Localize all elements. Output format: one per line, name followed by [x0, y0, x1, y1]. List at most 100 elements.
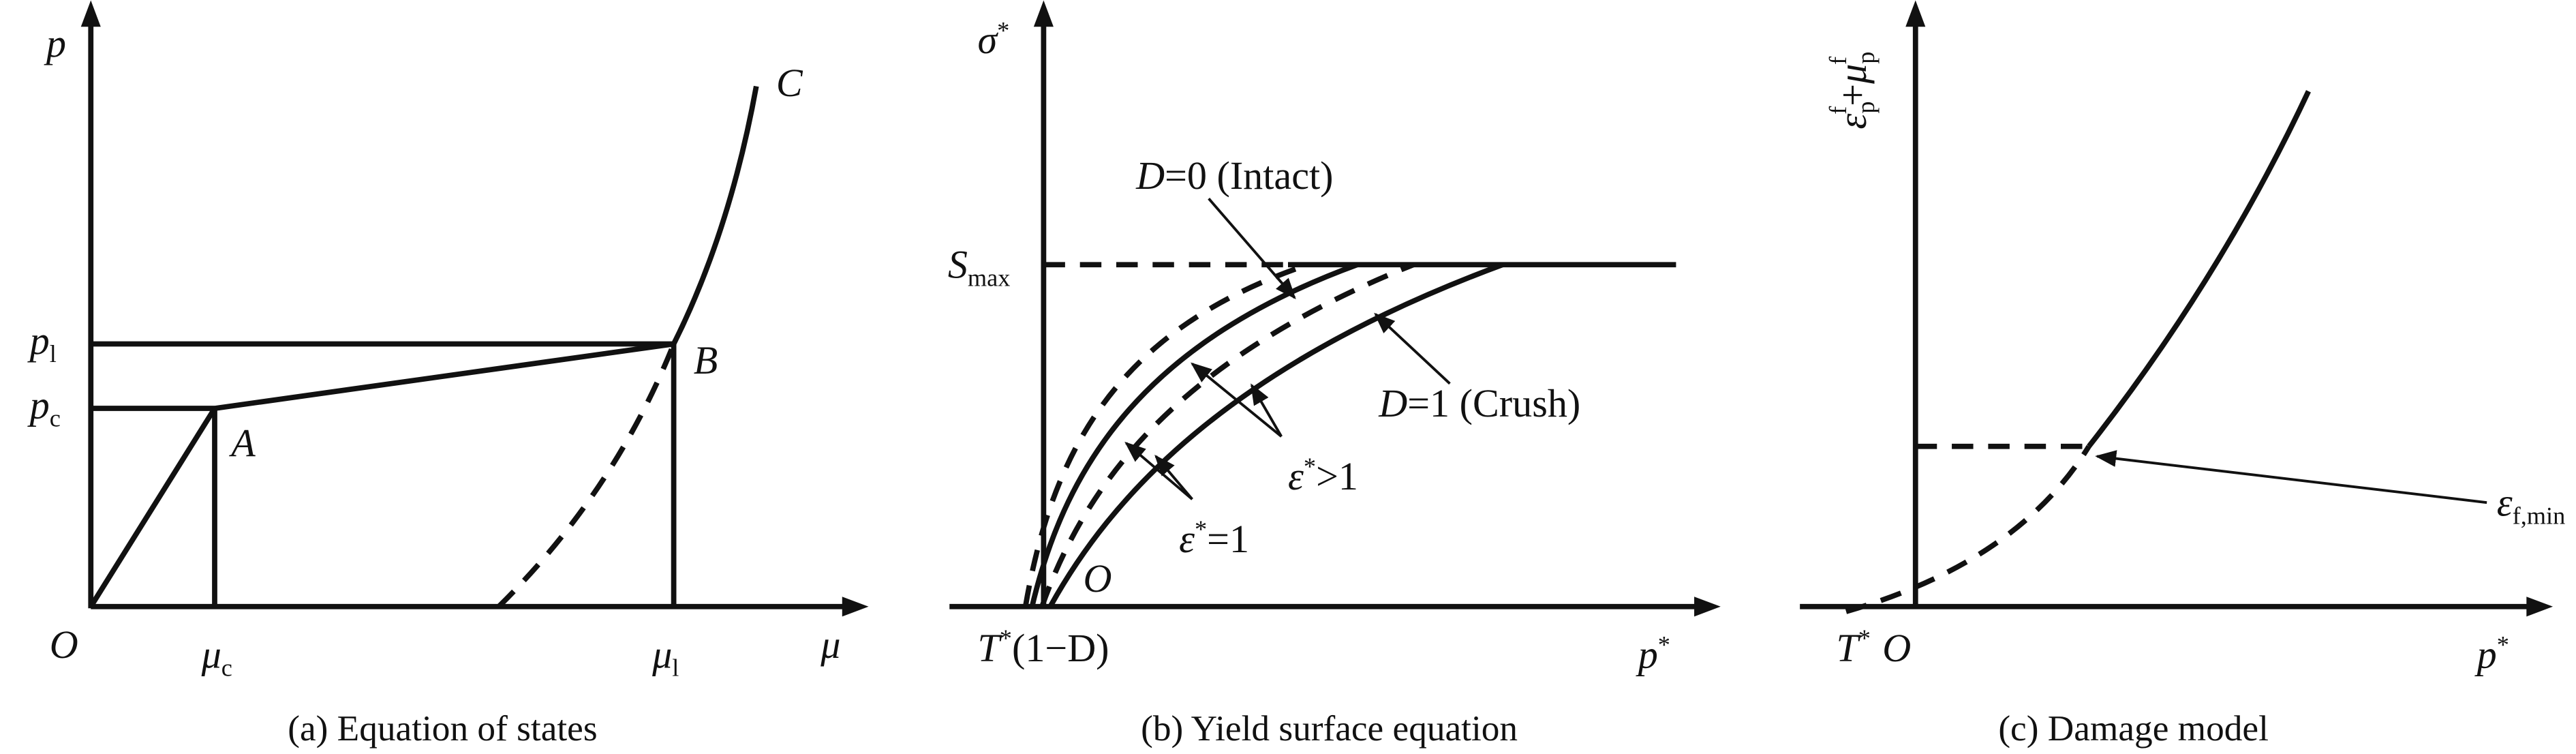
sup: f — [1824, 56, 1852, 65]
label: O — [1084, 556, 1112, 601]
label: pl — [27, 318, 57, 367]
label: μl — [651, 632, 679, 681]
arrow — [1191, 362, 1283, 438]
label: pc — [27, 383, 61, 432]
sup: * — [1304, 453, 1316, 480]
sup: * — [1858, 624, 1871, 652]
compaction-line — [214, 341, 675, 411]
arrow — [1251, 383, 1283, 438]
t: p — [27, 318, 50, 363]
tail: =1 — [1207, 517, 1249, 561]
t: ε — [1830, 114, 1875, 130]
t: μ — [820, 622, 840, 667]
caption: (b) Yield surface equation — [1141, 708, 1518, 749]
label: σ* — [977, 16, 1009, 62]
tail: (1−D) — [1012, 626, 1109, 670]
sub: l — [672, 654, 679, 682]
sup: f — [1824, 106, 1852, 115]
label: O — [50, 622, 78, 667]
t: D — [1135, 153, 1165, 198]
label: ε*>1 — [1288, 453, 1358, 498]
t: D — [1378, 381, 1407, 425]
t: O — [1882, 626, 1911, 670]
t: ε — [1288, 454, 1304, 498]
t: A — [228, 421, 256, 465]
t: σ — [977, 18, 998, 62]
label: C — [776, 61, 803, 105]
t: ε — [2497, 481, 2513, 525]
elastic-line — [88, 406, 217, 608]
panel-a: p O μc μl μ pl pc A B C (a) Equation of … — [27, 0, 869, 749]
damage-curve — [2087, 90, 2311, 449]
arrow — [2095, 450, 2487, 504]
tail: =0 (Intact) — [1165, 153, 1333, 198]
axis-arrow — [2526, 597, 2554, 617]
label: p — [44, 21, 66, 65]
arrow — [1208, 198, 1296, 300]
label: εpf+μpf — [1824, 52, 1880, 130]
label: A — [228, 421, 256, 465]
tail: >1 — [1316, 454, 1358, 498]
sub: c — [50, 405, 61, 432]
axis-arrow — [1905, 0, 1926, 27]
sup: * — [1658, 631, 1670, 659]
mid: + — [1830, 84, 1875, 106]
t: B — [694, 338, 718, 382]
label: εf,min — [2497, 481, 2566, 530]
sup: * — [2497, 631, 2509, 659]
sub: p — [1852, 101, 1880, 113]
label: D=1 (Crush) — [1378, 381, 1580, 425]
t: μ — [651, 632, 672, 676]
label: p* — [1636, 631, 1670, 677]
t2: μ — [1830, 64, 1875, 85]
label: μ — [820, 622, 840, 667]
t: p — [27, 383, 50, 427]
label: Smax — [948, 243, 1011, 292]
t: T — [1836, 626, 1860, 670]
t: p — [2474, 632, 2497, 676]
curve — [1039, 262, 1415, 608]
unloading-curve — [497, 343, 677, 609]
label: B — [694, 338, 718, 382]
curve-bc — [671, 85, 759, 346]
label: ε*=1 — [1179, 515, 1249, 561]
sub: l — [50, 340, 57, 367]
t: C — [776, 61, 803, 105]
dashed-curve — [1845, 444, 2091, 614]
sup: * — [997, 16, 1009, 44]
sup: * — [1000, 624, 1012, 652]
arrow — [1374, 312, 1451, 385]
sup: * — [1195, 515, 1207, 543]
tail: =1 (Crush) — [1407, 381, 1580, 425]
axis-arrow — [1033, 0, 1054, 27]
label: O — [1882, 626, 1911, 670]
curve — [1022, 262, 1309, 607]
sub: max — [968, 265, 1011, 292]
panel-c: εpf+μpf T* O p* εf,min (c) Damage model — [1800, 0, 2566, 749]
curve-intact — [1029, 262, 1359, 607]
sub: f,min — [2513, 502, 2566, 530]
t: S — [948, 243, 968, 287]
label: T* — [1836, 624, 1871, 670]
label: T*(1−D) — [977, 624, 1109, 670]
label: μc — [201, 632, 232, 681]
t: O — [50, 622, 78, 667]
axis-arrow — [1694, 597, 1721, 617]
t: p — [1636, 632, 1658, 676]
label: p* — [2474, 631, 2509, 677]
t: ε — [1179, 517, 1195, 561]
sub: p — [1852, 52, 1880, 64]
t: p — [44, 21, 66, 65]
t: T — [977, 626, 1002, 670]
t: μ — [201, 632, 221, 676]
axis-arrow — [842, 597, 869, 617]
t: O — [1084, 556, 1112, 601]
axis-arrow — [80, 0, 101, 27]
label: D=0 (Intact) — [1135, 153, 1333, 198]
arrow — [1154, 454, 1193, 500]
panel-b: σ* Smax O T*(1−D) p* D=0 (Intact) D=1 (C… — [948, 0, 1721, 749]
caption: (a) Equation of states — [288, 708, 597, 749]
caption: (c) Damage model — [1998, 708, 2269, 749]
